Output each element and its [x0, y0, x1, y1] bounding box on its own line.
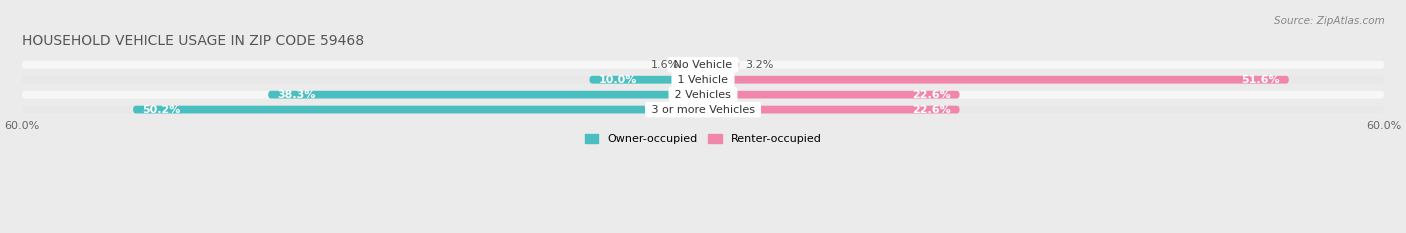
Text: No Vehicle: No Vehicle [671, 60, 735, 70]
FancyBboxPatch shape [703, 91, 959, 99]
Legend: Owner-occupied, Renter-occupied: Owner-occupied, Renter-occupied [585, 134, 821, 144]
Text: 3.2%: 3.2% [745, 60, 773, 70]
Text: 1.6%: 1.6% [651, 60, 679, 70]
Text: 1 Vehicle: 1 Vehicle [675, 75, 731, 85]
FancyBboxPatch shape [589, 76, 703, 84]
Text: 22.6%: 22.6% [911, 90, 950, 100]
Text: 50.2%: 50.2% [142, 105, 180, 115]
Text: 22.6%: 22.6% [911, 105, 950, 115]
FancyBboxPatch shape [685, 61, 703, 69]
Text: Source: ZipAtlas.com: Source: ZipAtlas.com [1274, 16, 1385, 26]
FancyBboxPatch shape [269, 91, 703, 99]
FancyBboxPatch shape [134, 106, 703, 113]
FancyBboxPatch shape [703, 76, 1289, 84]
FancyBboxPatch shape [703, 106, 959, 113]
Text: 2 Vehicles: 2 Vehicles [671, 90, 735, 100]
FancyBboxPatch shape [21, 106, 1385, 113]
Text: 3 or more Vehicles: 3 or more Vehicles [648, 105, 758, 115]
Text: 10.0%: 10.0% [599, 75, 637, 85]
Text: HOUSEHOLD VEHICLE USAGE IN ZIP CODE 59468: HOUSEHOLD VEHICLE USAGE IN ZIP CODE 5946… [21, 34, 364, 48]
FancyBboxPatch shape [21, 76, 1385, 84]
Text: 38.3%: 38.3% [277, 90, 315, 100]
FancyBboxPatch shape [21, 61, 1385, 69]
Text: 51.6%: 51.6% [1241, 75, 1279, 85]
FancyBboxPatch shape [21, 91, 1385, 99]
FancyBboxPatch shape [703, 61, 740, 69]
